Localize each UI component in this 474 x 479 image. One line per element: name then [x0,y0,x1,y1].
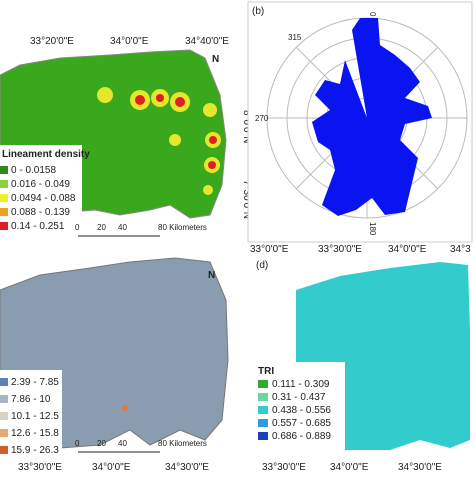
legend-item: 0.686 - 0.889 [272,431,331,442]
legend-item: 7.86 - 10 [11,394,51,405]
lon-label: 34°0'0"E [388,244,427,255]
legend-swatch [0,166,8,174]
lat-label: 8°0'0"N [241,110,252,143]
legend-title: Lineament density [2,149,90,160]
legend-item: 10.1 - 12.5 [11,411,59,422]
hotspot [135,95,145,105]
panel-c: N 2.39 - 7.85 7.86 - 10 10.1 - 12.5 12.6… [0,257,229,473]
legend-item: 15.9 - 26.3 [11,445,59,456]
angle-label: 180 [368,222,377,236]
lon-label: 33°30'0"E [18,462,62,473]
lat-label: 7°30'0"N [241,180,252,219]
lon-label: 34°40'0"E [185,36,229,47]
legend-swatch [258,419,268,427]
legend-swatch [0,378,8,386]
lon-label: 34°0'0"E [330,462,369,473]
lon-label: 33°30'0"E [318,244,362,255]
panel-b: (b) 0 315 270 180 [247,1,473,243]
hotspot [203,103,217,117]
hotspot [122,405,128,411]
legend-swatch [0,429,8,437]
lon-label: 34°30'0"E [165,462,209,473]
hotspot [203,185,213,195]
legend-title: TRI [258,366,274,377]
rose-petals [312,18,432,216]
legend-item: 0.088 - 0.139 [11,207,70,218]
hotspot [169,134,181,146]
scale-label: 80 Kilometers [158,223,207,232]
hotspot [156,94,164,102]
legend-swatch [258,432,268,440]
hotspots [97,87,221,195]
legend-item: 0.111 - 0.309 [272,379,330,390]
scale-label: 40 [118,223,127,232]
hotspot [97,87,113,103]
lon-label: 34°0'0"E [92,462,131,473]
angle-label: 315 [288,33,302,42]
legend-swatch [0,446,8,454]
lon-label: 34°3 [450,244,471,255]
panel-d: 33°0'0"E 33°30'0"E 34°0'0"E 34°3 (d) TRI… [250,244,471,473]
legend-box [0,370,62,460]
legend-item: 0.31 - 0.437 [272,392,326,403]
legend-swatch [0,395,8,403]
hotspot [175,97,185,107]
legend-swatch [0,194,8,202]
angle-label: 0 [368,12,377,17]
legend-swatch [0,208,8,216]
legend-item: 0.557 - 0.685 [272,418,331,429]
legend-item: 0 - 0.0158 [11,165,56,176]
panel-label: (d) [256,260,268,271]
scale-label: 0 [75,439,80,448]
legend-swatch [258,380,268,388]
panel-a: 33°20'0"E 34°0'0"E 34°40'0"E 8°0'0"N 7°3… [0,36,252,240]
scale-label: 0 [75,223,80,232]
panel-label: (b) [252,6,264,17]
scale-label: 20 [97,223,106,232]
north-arrow: N [208,270,215,281]
legend-item: 12.6 - 15.8 [11,428,59,439]
scale-label: 40 [118,439,127,448]
legend-swatch [0,180,8,188]
legend-item: 0.016 - 0.049 [11,179,70,190]
lon-label: 33°20'0"E [30,36,74,47]
hotspot [208,161,216,169]
scale-label: 80 Kilometers [158,439,207,448]
lon-label: 34°0'0"E [110,36,149,47]
legend-box [255,362,345,452]
legend-box [0,145,82,240]
legend-item: 0.14 - 0.251 [11,221,65,232]
legend-item: 0.438 - 0.556 [272,405,331,416]
legend-item: 0.0494 - 0.088 [11,193,76,204]
legend-swatch [0,222,8,230]
legend-swatch [258,406,268,414]
lon-label: 33°0'0"E [250,244,289,255]
legend-swatch [258,393,268,401]
north-arrow: N [212,54,219,65]
legend-swatch [0,412,8,420]
angle-label: 270 [255,114,269,123]
hotspot [209,136,217,144]
legend-item: 2.39 - 7.85 [11,377,59,388]
lon-label: 34°30'0"E [398,462,442,473]
lon-label: 33°30'0"E [262,462,306,473]
scale-label: 20 [97,439,106,448]
